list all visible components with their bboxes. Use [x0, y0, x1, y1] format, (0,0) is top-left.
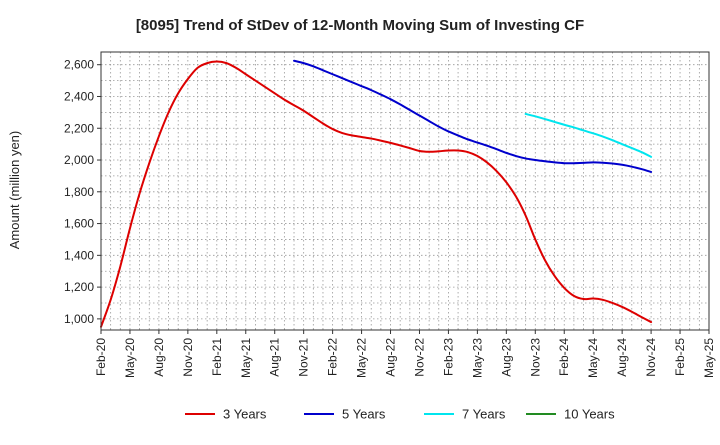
x-tick-label: May-21 — [239, 338, 253, 378]
legend-label-5-years: 5 Years — [342, 407, 386, 422]
x-tick-label: Aug-21 — [268, 338, 282, 377]
x-tick-label: Feb-20 — [94, 338, 108, 376]
y-tick-label: 1,200 — [64, 280, 94, 294]
y-tick-label: 2,200 — [64, 121, 94, 135]
y-tick-label: 1,800 — [64, 185, 94, 199]
x-tick-label: Nov-21 — [297, 338, 311, 377]
x-tick-label: May-22 — [355, 338, 369, 378]
x-tick-label: May-24 — [586, 338, 600, 378]
y-tick-label: 2,000 — [64, 153, 94, 167]
x-tick-label: Feb-25 — [673, 338, 687, 376]
x-tick-label: Nov-22 — [412, 338, 426, 377]
series-line-7-years — [524, 112, 653, 158]
x-tick-label: Aug-23 — [499, 338, 513, 377]
y-tick-label: 1,400 — [64, 248, 94, 262]
series-line-3-years — [100, 60, 653, 328]
x-tick-label: Nov-23 — [528, 338, 542, 377]
x-tick-label: Feb-21 — [210, 338, 224, 376]
x-tick-label: Nov-24 — [644, 338, 658, 377]
x-tick-label: May-20 — [123, 338, 137, 378]
x-tick-label: Aug-20 — [152, 338, 166, 377]
y-tick-label: 1,000 — [64, 312, 94, 326]
x-tick-label: Nov-20 — [181, 338, 195, 377]
x-tick-label: Aug-22 — [384, 338, 398, 377]
chart-title: [8095] Trend of StDev of 12-Month Moving… — [136, 17, 584, 34]
x-axis-ticks: Feb-20 May-20 Aug-20 Nov-20 Feb-21 May-21 Aug-… — [94, 330, 716, 378]
plot-area-frame — [100, 51, 710, 331]
legend-label-10-years: 10 Years — [564, 407, 615, 422]
x-tick-label: May-25 — [702, 338, 716, 378]
legend: 3 Years 5 Years 7 Years 10 Years — [185, 407, 615, 422]
legend-label-7-years: 7 Years — [462, 407, 506, 422]
y-tick-label: 2,600 — [64, 58, 94, 72]
x-tick-label: Feb-22 — [326, 338, 340, 376]
legend-label-3-years: 3 Years — [223, 407, 267, 422]
x-tick-label: May-23 — [470, 338, 484, 378]
x-tick-label: Aug-24 — [615, 338, 629, 377]
y-axis-ticks: 1,000 1,200 1,400 1,600 1,800 2,000 2,200 2,400… — [64, 58, 101, 326]
y-tick-label: 1,600 — [64, 217, 94, 231]
series-line-5-years — [293, 59, 653, 173]
x-tick-label: Feb-23 — [441, 338, 455, 376]
y-axis-label: Amount (million yen) — [7, 131, 22, 250]
y-tick-label: 2,400 — [64, 89, 94, 103]
grid — [101, 52, 709, 330]
x-tick-label: Feb-24 — [557, 338, 571, 376]
series-lines — [100, 59, 653, 328]
